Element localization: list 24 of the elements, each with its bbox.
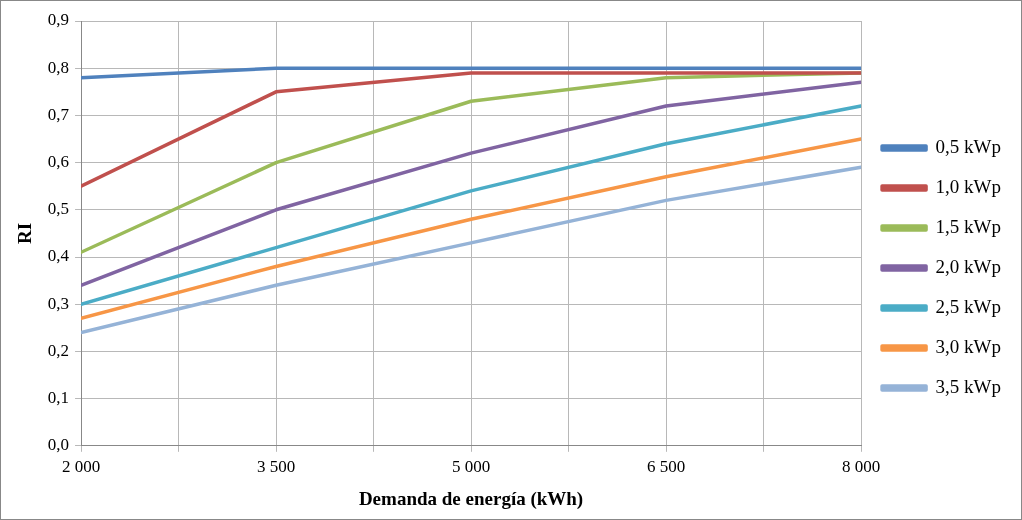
legend-label: 3,5 kWp <box>935 375 1001 397</box>
x-tick-label: 2 000 <box>61 457 101 477</box>
x-tick-label: 5 000 <box>451 457 491 477</box>
x-tick-label: 3 500 <box>256 457 296 477</box>
y-tick-label: 0,0 <box>47 435 70 455</box>
legend-label: 1,0 kWp <box>935 175 1001 197</box>
x-tick-label: 8 000 <box>841 457 881 477</box>
legend-label: 2,0 kWp <box>935 255 1001 277</box>
y-tick-label: 0,2 <box>47 340 70 360</box>
y-tick-label: 0,9 <box>47 10 70 30</box>
legend-label: 3,0 kWp <box>935 335 1001 357</box>
x-tick-label: 6 500 <box>646 457 686 477</box>
legend-label: 1,5 kWp <box>935 215 1001 237</box>
y-tick-label: 0,3 <box>47 293 70 313</box>
y-tick-label: 0,6 <box>47 152 70 172</box>
y-axis-title: RI <box>14 222 36 244</box>
legend-label: 2,5 kWp <box>935 295 1001 317</box>
y-tick-label: 0,5 <box>47 199 70 219</box>
y-tick-label: 0,8 <box>47 57 70 77</box>
y-tick-label: 0,7 <box>47 104 70 124</box>
y-tick-label: 0,1 <box>47 388 70 408</box>
y-tick-label: 0,4 <box>47 246 70 266</box>
x-axis-title: Demanda de energía (kWh) <box>358 487 584 510</box>
legend-label: 0,5 kWp <box>935 135 1001 157</box>
